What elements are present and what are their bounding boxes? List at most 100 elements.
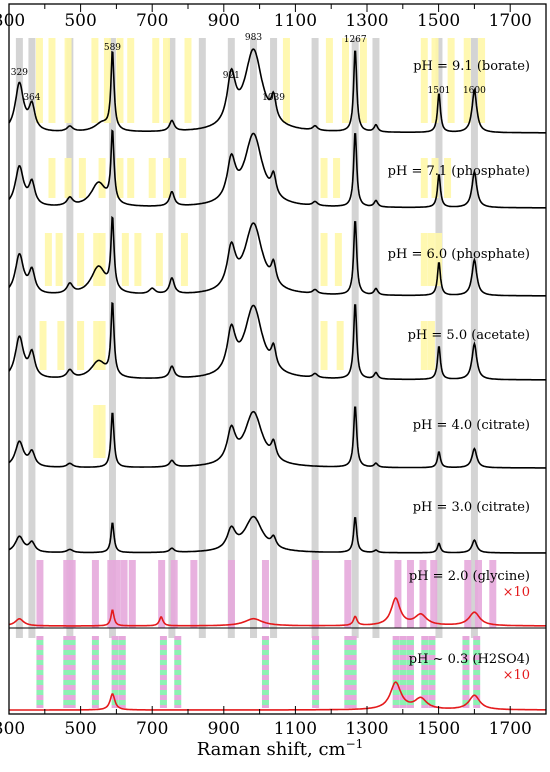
- yellow-band-575: [103, 38, 111, 123]
- green-band-1155: [312, 636, 320, 708]
- yellow-band-560: [98, 233, 106, 286]
- yellow-band-1460: [420, 38, 428, 123]
- bottom-tick-label-500: 500: [64, 719, 96, 739]
- gray-band-983: [250, 38, 258, 638]
- yellow-band-1490: [431, 158, 439, 198]
- yellow-band-500: [77, 321, 85, 370]
- green-band-460: [63, 636, 71, 708]
- yellow-band-445: [57, 321, 65, 370]
- top-tick-label-1700: 1700: [489, 11, 532, 31]
- gray-band-1501: [435, 38, 443, 638]
- yellow-band-560: [98, 158, 106, 198]
- yellow-band-420: [48, 38, 56, 123]
- yellow-band-1490: [431, 38, 439, 123]
- spectrum-line-2: [8, 215, 546, 297]
- yellow-band-1180: [320, 321, 328, 370]
- yellow-band-740: [163, 38, 171, 123]
- green-band-1260: [349, 636, 357, 708]
- pink-band-540: [91, 560, 99, 628]
- x-axis-title-superscript: −1: [346, 737, 364, 751]
- yellow-band-1225: [336, 321, 344, 370]
- yellow-band-710: [152, 38, 160, 123]
- plot-frame: [8, 3, 547, 715]
- yellow-band-625: [121, 233, 129, 286]
- green-band-1480: [428, 636, 436, 708]
- yellow-band-790: [180, 233, 188, 286]
- gray-band-1600: [470, 38, 478, 638]
- yellow-band-1075: [282, 38, 290, 123]
- pink-band-385: [36, 560, 44, 628]
- yellow-band-545: [93, 321, 101, 370]
- yellow-band-385: [35, 38, 43, 123]
- pink-band-643: [128, 560, 136, 628]
- pink-band-1385: [394, 560, 402, 628]
- panel-label-1: pH = 7.1 (phosphate): [388, 164, 530, 179]
- bottom-tick-label-900: 900: [208, 719, 240, 739]
- spectrum-line-4: [8, 406, 546, 469]
- yellow-band-1480: [427, 321, 435, 370]
- gray-band-1267: [351, 38, 359, 638]
- spectrum-line-3: [8, 302, 546, 381]
- top-tick-label-1100: 1100: [274, 11, 317, 31]
- yellow-band-560: [98, 321, 106, 370]
- x-axis-title: Raman shift, cm−1: [197, 737, 364, 760]
- yellow-band-1620: [478, 38, 486, 123]
- yellow-band-800: [184, 38, 192, 123]
- panel-label-6: pH = 2.0 (glycine): [409, 569, 530, 584]
- green-band-385: [36, 636, 44, 708]
- spectra: [8, 48, 546, 711]
- pink-band-600: [113, 560, 121, 628]
- pink-band-620: [120, 560, 128, 628]
- pink-band-760: [170, 560, 178, 628]
- peak-label-1039: 1039: [262, 93, 285, 103]
- yellow-band-1240: [342, 38, 350, 123]
- gray-band-1325: [372, 38, 380, 638]
- bottom-tick-label-1700: 1700: [489, 719, 532, 739]
- gray-band-470: [66, 38, 74, 638]
- top-tick-label-900: 900: [208, 11, 240, 31]
- yellow-band-660: [134, 233, 142, 286]
- pink-band-815: [190, 560, 198, 628]
- bottom-tick-label-1300: 1300: [345, 719, 388, 739]
- yellow-band-505: [78, 158, 86, 198]
- green-band-615: [118, 636, 126, 708]
- top-tick-label-300: 300: [0, 11, 25, 31]
- yellow-band-640: [127, 158, 135, 198]
- top-tick-label-1300: 1300: [345, 11, 388, 31]
- panel-label-0: pH = 9.1 (borate): [413, 59, 530, 74]
- yellow-band-1195: [325, 38, 333, 123]
- yellow-band-720: [155, 233, 163, 286]
- yellow-band-540: [91, 38, 99, 123]
- panel-label-7: pH ~ 0.3 (H2SO4): [409, 652, 530, 667]
- pink-band-1650: [489, 560, 497, 628]
- green-band-1015: [261, 636, 269, 708]
- yellow-band-1460: [420, 233, 428, 286]
- top-tick-label-500: 500: [64, 11, 96, 31]
- yellow-band-465: [64, 158, 72, 198]
- bottom-tick-label-700: 700: [136, 719, 168, 739]
- yellow-band-1580: [463, 38, 471, 123]
- band-highlights: [15, 38, 497, 708]
- green-band-540: [91, 636, 99, 708]
- peak-label-364: 364: [23, 93, 40, 103]
- green-band-475: [68, 636, 76, 708]
- top-tick-label-1500: 1500: [417, 11, 460, 31]
- pink-band-475: [68, 560, 76, 628]
- green-band-1575: [462, 636, 470, 708]
- peak-label-329: 329: [11, 68, 28, 78]
- pink-band-1580: [464, 560, 472, 628]
- x-axis-title-text: Raman shift, cm: [197, 739, 346, 760]
- yellow-band-700: [148, 158, 156, 198]
- yellow-band-1525: [444, 158, 452, 198]
- gray-band-1155: [311, 38, 319, 638]
- green-band-1420: [406, 636, 414, 708]
- pink-band-583: [107, 560, 115, 628]
- panel-label-4: pH = 4.0 (citrate): [413, 418, 530, 433]
- panel-labels: pH = 9.1 (borate) pH = 7.1 (phosphate) pH …: [388, 59, 530, 683]
- yellow-band-610: [116, 158, 124, 198]
- yellow-band-740: [163, 158, 171, 198]
- peak-label-921: 921: [223, 71, 240, 81]
- peak-label-1267: 1267: [344, 35, 367, 45]
- yellow-band-545: [93, 405, 101, 458]
- peak-label-1501: 1501: [428, 86, 451, 96]
